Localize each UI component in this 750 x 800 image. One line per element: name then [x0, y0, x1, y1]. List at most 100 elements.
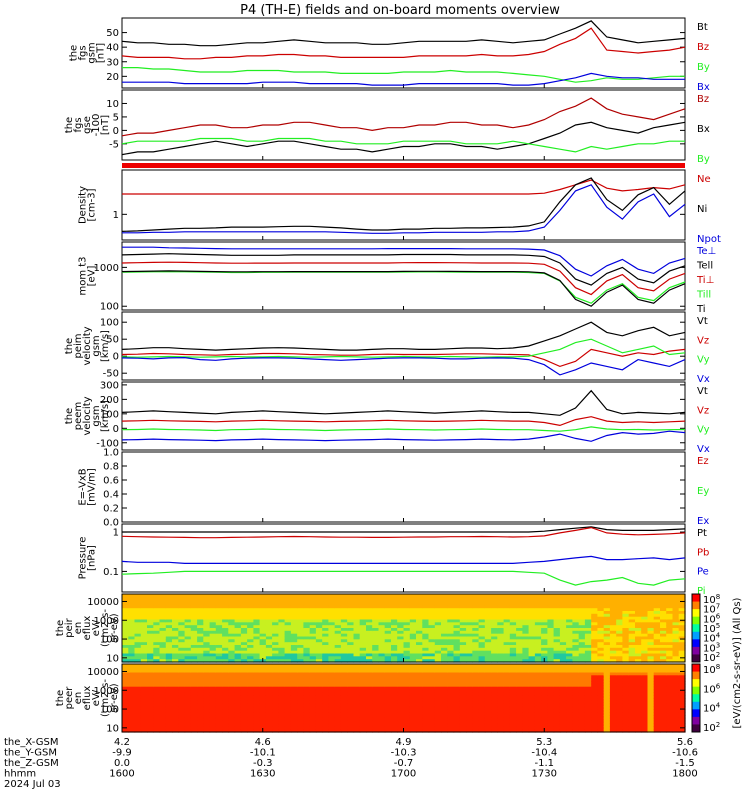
heatmap-cell: [547, 681, 555, 685]
heatmap-cell: [366, 642, 373, 646]
heatmap-cell: [441, 678, 448, 682]
heatmap-cell: [278, 636, 286, 640]
heatmap-cell: [297, 650, 305, 655]
heatmap-cell: [509, 619, 517, 623]
heatmap-cell: [491, 613, 498, 618]
heatmap-cell: [347, 678, 355, 682]
heatmap-cell: [428, 645, 436, 649]
heatmap-cell: [516, 642, 523, 646]
heatmap-cell: [484, 666, 492, 671]
heatmap-cell: [272, 700, 279, 705]
heatmap-cell: [666, 709, 674, 713]
colorbar-cell: [692, 594, 700, 603]
heatmap-cell: [541, 611, 548, 615]
heatmap-cell: [278, 720, 286, 725]
heatmap-cell: [409, 642, 417, 646]
heatmap-cell: [334, 686, 342, 691]
heatmap-cell: [391, 681, 398, 685]
heatmap-cell: [290, 692, 298, 696]
colorbar-cell: [692, 686, 700, 695]
heatmap-cell: [340, 715, 348, 719]
x-axis-value: 5.6: [677, 737, 693, 748]
y-axis-label-line: sr-eV): [109, 683, 120, 712]
heatmap-cell: [528, 659, 536, 663]
heatmap-cell: [165, 619, 173, 623]
heatmap-cell: [616, 659, 624, 663]
heatmap-cell: [190, 715, 198, 719]
heatmap-cell: [228, 628, 236, 632]
heatmap-cell: [184, 647, 192, 652]
heatmap-cell: [353, 669, 361, 674]
heatmap-cell: [447, 723, 455, 727]
heatmap-cell: [178, 645, 186, 649]
heatmap-cell: [259, 669, 267, 674]
heatmap-cell: [290, 689, 298, 693]
heatmap-cell: [578, 645, 586, 649]
heatmap-cell: [391, 664, 398, 668]
heatmap-cell: [184, 692, 192, 696]
heatmap-cell: [622, 709, 630, 713]
heatmap-cell: [559, 715, 567, 719]
panel-frame: [121, 17, 686, 89]
heatmap-cell: [478, 681, 486, 685]
heatmap-cell: [340, 681, 348, 685]
heatmap-cell: [522, 664, 530, 668]
heatmap-cell: [315, 619, 323, 623]
heatmap-cell: [566, 599, 573, 604]
heatmap-cell: [328, 720, 336, 725]
heatmap-cell: [584, 681, 592, 685]
heatmap-cell: [547, 698, 555, 702]
heatmap-cell: [165, 642, 173, 646]
y-axis-label-line: peer: [64, 686, 75, 710]
heatmap-cell: [359, 619, 367, 623]
heatmap-cell: [628, 726, 636, 730]
heatmap-cell: [453, 720, 461, 725]
heatmap-cell: [165, 622, 173, 626]
heatmap-cell: [359, 628, 367, 632]
heatmap-cell: [234, 686, 242, 691]
heatmap-cell: [422, 681, 430, 685]
heatmap-cell: [234, 605, 242, 609]
heatmap-cell: [215, 628, 223, 632]
heatmap-cell: [278, 622, 286, 626]
heatmap-cell: [434, 625, 442, 629]
heatmap-cell: [397, 706, 405, 710]
heatmap-cell: [434, 717, 442, 722]
heatmap-cell: [328, 723, 336, 727]
heatmap-cell: [153, 675, 161, 679]
heatmap-cell: [609, 613, 617, 618]
heatmap-cell: [653, 717, 661, 722]
heatmap-cell: [484, 686, 492, 691]
heatmap-cell: [134, 664, 142, 668]
heatmap-cell: [203, 726, 211, 730]
series-line-Vz: [121, 416, 686, 427]
heatmap-cell: [509, 726, 517, 730]
heatmap-cell: [534, 717, 542, 722]
heatmap-cell: [347, 659, 355, 663]
heatmap-cell: [416, 698, 423, 702]
heatmap-cell: [272, 594, 279, 598]
heatmap-cell: [247, 723, 254, 727]
heatmap-cell: [559, 613, 567, 618]
heatmap-cell: [516, 613, 523, 618]
heatmap-cell: [134, 698, 142, 702]
heatmap-cell: [553, 645, 561, 649]
heatmap-cell: [666, 608, 674, 612]
heatmap-cell: [497, 636, 505, 640]
heatmap-cell: [378, 703, 386, 708]
heatmap-cell: [147, 726, 154, 730]
heatmap-cell: [272, 729, 279, 733]
legend-label: Vt: [697, 386, 708, 397]
heatmap-cell: [165, 625, 173, 629]
heatmap-cell: [315, 630, 323, 635]
heatmap-cell: [253, 726, 261, 730]
heatmap-cell: [635, 656, 642, 660]
heatmap-cell: [391, 689, 398, 693]
heatmap-cell: [347, 656, 355, 660]
heatmap-cell: [609, 695, 617, 699]
heatmap-cell: [459, 659, 467, 663]
heatmap-cell: [578, 692, 586, 696]
heatmap-cell: [522, 723, 530, 727]
heatmap-cell: [147, 681, 154, 685]
heatmap-cell: [259, 616, 267, 621]
